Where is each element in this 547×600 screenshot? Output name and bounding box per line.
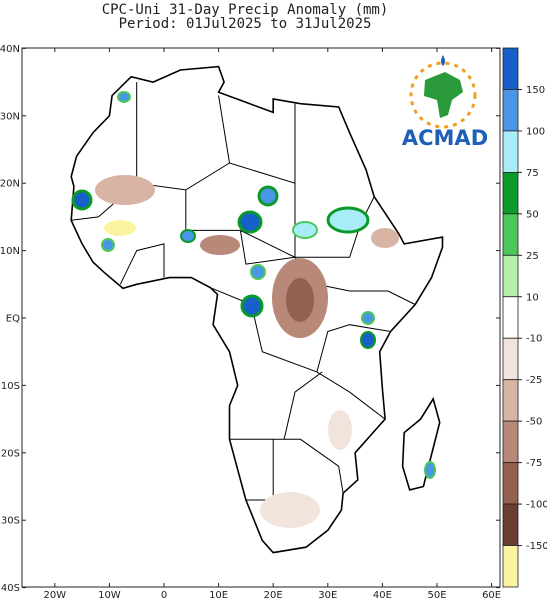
colorbar-swatch (502, 462, 519, 505)
border (240, 229, 416, 305)
coastline (70, 65, 444, 554)
lat-tick-label: 20N (0, 179, 20, 190)
lon-tick-label: 30E (318, 590, 337, 600)
colorbar-label: -75 (526, 458, 542, 469)
colorbar-label: 75 (526, 168, 539, 179)
colorbar-label: 25 (526, 251, 539, 262)
border (119, 243, 165, 285)
colorbar-label: -10 (526, 334, 542, 345)
lat-tick-label: 10N (0, 246, 20, 257)
colorbar-label: -100 (526, 500, 547, 511)
colorbar-label: 50 (526, 209, 539, 220)
colorbar-swatch (502, 254, 519, 298)
lat-tick-label: 10S (1, 381, 20, 392)
lat-tick-label: 40S (1, 583, 20, 594)
colorbar-swatch (502, 337, 519, 381)
lat-tick-label: 20S (1, 448, 20, 459)
colorbar-swatch (502, 503, 519, 546)
lon-tick-label: 10E (209, 590, 228, 600)
colorbar-swatch (502, 296, 519, 339)
colorbar-swatch (502, 89, 519, 132)
lon-tick-label: 50E (427, 590, 446, 600)
colorbar-swatch (502, 213, 519, 256)
lat-tick-label: EQ (6, 314, 20, 325)
colorbar-swatch (502, 545, 519, 588)
lat-tick-label: 30N (0, 111, 20, 122)
border (218, 95, 230, 164)
lon-tick-label: 20W (43, 590, 66, 600)
border (283, 371, 323, 440)
colorbar-swatch (502, 420, 519, 464)
anomaly-field (71, 91, 436, 528)
colorbar-label: 150 (526, 85, 545, 96)
title-line: CPC-Uni 31-Day Precip Anomaly (mm) (102, 2, 389, 18)
colorbar-swatch (502, 47, 519, 90)
lon-tick-label: 10W (98, 590, 121, 600)
subtitle-line: Period: 01Jul2025 to 31Jul2025 (119, 16, 372, 32)
colorbar-label: -25 (526, 375, 542, 386)
colorbar-label: -150 (526, 541, 547, 552)
lon-tick-label: 40E (373, 590, 392, 600)
lon-tick-label: 20E (264, 590, 283, 600)
colorbar-label: -50 (526, 417, 542, 428)
lat-tick-label: 30S (1, 516, 20, 527)
border (316, 324, 391, 373)
acmad-logo: ACMAD (402, 55, 488, 150)
colorbar-swatch (502, 171, 519, 215)
lon-tick-label: 0 (161, 590, 167, 600)
lon-tick-label: 60E (482, 590, 501, 600)
colorbar-label: 10 (526, 292, 539, 303)
coastline (401, 396, 441, 491)
border (136, 82, 296, 191)
lat-tick-label: 40N (0, 44, 20, 55)
colorbar-swatch (502, 130, 519, 173)
colorbar-swatch (502, 379, 519, 422)
border (229, 438, 344, 494)
logo-text: ACMAD (402, 126, 488, 150)
colorbar-label: 100 (526, 126, 545, 137)
